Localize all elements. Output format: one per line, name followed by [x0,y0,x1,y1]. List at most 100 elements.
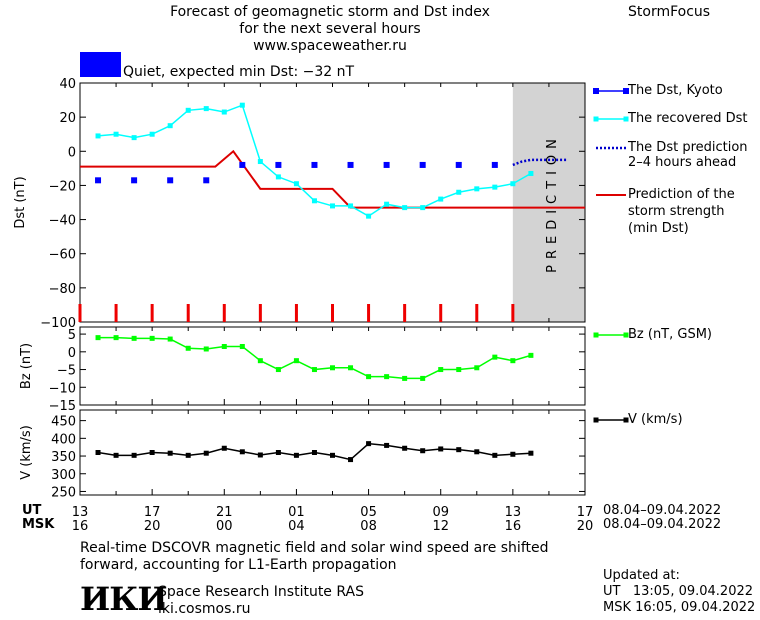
brand-name: StormFocus [628,4,711,20]
msk-tick-label: 16 [505,519,522,534]
msk-tick-label: 00 [216,519,233,534]
speed-point [528,450,534,456]
bz-point [402,375,408,381]
speed-point [402,445,408,451]
legend-bz-marker [623,332,629,338]
bz-line [98,336,532,380]
bz-point [384,374,390,380]
speed-point [293,452,299,458]
recovered-dst-point [257,159,263,165]
speed-point [95,450,101,455]
speed-point [492,452,498,458]
dst-kyoto-point [167,177,174,184]
y-tick-label: −10 [49,381,76,396]
speed-point [510,451,516,457]
footnote-line1: Real-time DSCOVR magnetic field and sola… [80,540,549,556]
panel-frame [79,82,586,323]
dst-kyoto-point [131,177,138,184]
bz-point [149,335,155,341]
y-tick-label: 40 [59,77,76,92]
legend-recovered-marker [593,116,599,122]
ut-date-range: 08.04–09.04.2022 [603,503,722,518]
legend-recovered-marker [623,116,629,122]
speed-point [311,450,317,455]
y-tick-label: 400 [51,432,76,447]
bz-point [185,345,191,351]
updated-ut: UT 13:05, 09.04.2022 [603,584,754,599]
speed-point [221,445,227,451]
speed-point [113,452,119,458]
bz-point [239,344,245,349]
dst-kyoto-point [491,161,498,168]
y-axis-label: Bz (nT) [19,343,34,389]
y-tick-label: 250 [51,485,76,500]
dst-kyoto-point [383,161,390,168]
msk-date-range: 08.04–09.04.2022 [603,517,722,532]
y-axis-label: Dst (nT) [13,176,28,228]
institute-site[interactable]: iki.cosmos.ru [158,601,251,617]
y-tick-label: 300 [51,468,76,483]
legend-storm-3: (min Dst) [628,221,689,236]
recovered-dst-point [185,107,191,113]
speed-point [203,450,209,456]
recovered-dst-point [113,131,119,137]
y-tick-label: 0 [68,145,76,160]
legend-dst-kyoto-marker [593,88,599,94]
msk-tick-label: 08 [360,519,377,534]
recovered-dst-point [167,123,173,129]
msk-tick-label: 20 [144,519,161,534]
bz-point [221,344,227,349]
dst-kyoto-point [239,161,246,168]
iki-logo: ИКИ [80,580,168,618]
msk-tick-label: 20 [577,519,594,534]
msk-tick-label: 04 [288,519,305,534]
msk-axis-label: MSK [22,517,55,532]
institute-name: Space Research Institute RAS [158,584,364,600]
recovered-dst-point [384,201,390,207]
y-tick-label: −80 [49,282,76,297]
recovered-dst-point [221,109,227,115]
prediction-region [512,83,585,322]
legend-v-marker [593,417,599,423]
speed-point [348,457,354,463]
ut-tick-label: 01 [288,505,305,520]
legend-recovered-dst: The recovered Dst [628,111,748,126]
ut-tick-label: 17 [144,505,161,520]
bz-point [420,375,426,381]
y-axis-label: V (km/s) [19,425,34,480]
y-tick-label: 0 [68,346,76,361]
bz-point [456,367,462,373]
bz-point [257,358,263,364]
dst-kyoto-point [347,161,354,168]
recovered-dst-point [293,181,299,187]
y-tick-label: −5 [57,364,76,379]
legend-bz-marker [593,332,599,338]
legend-bz: Bz (nT, GSM) [628,327,713,342]
recovered-dst-point [366,213,372,219]
bz-point [95,335,101,341]
ut-tick-label: 13 [72,505,89,520]
recovered-dst-point [275,174,281,180]
bz-point [474,365,480,371]
recovered-dst-point [420,205,426,211]
site-url[interactable]: www.spaceweather.ru [253,38,407,54]
bz-point [330,365,335,371]
y-tick-label: −20 [49,179,76,194]
prediction-label: PREDICTION [545,133,560,273]
recovered-dst-point [203,106,209,112]
ut-tick-label: 09 [432,505,449,520]
dst-kyoto-point [455,161,462,168]
recovered-dst-point [131,135,137,141]
dst-kyoto-point [419,161,426,168]
speed-point [131,452,137,458]
msk-tick-label: 16 [72,519,89,534]
recovered-dst-point [239,102,245,108]
bz-point [311,367,317,373]
recovered-dst-point [474,186,480,192]
bz-point [366,374,372,380]
recovered-dst-point [95,133,101,139]
y-tick-label: −60 [49,248,76,263]
legend-dst-prediction-2: 2–4 hours ahead [628,155,737,170]
ut-tick-label: 17 [577,505,594,520]
speed-point [384,442,390,448]
